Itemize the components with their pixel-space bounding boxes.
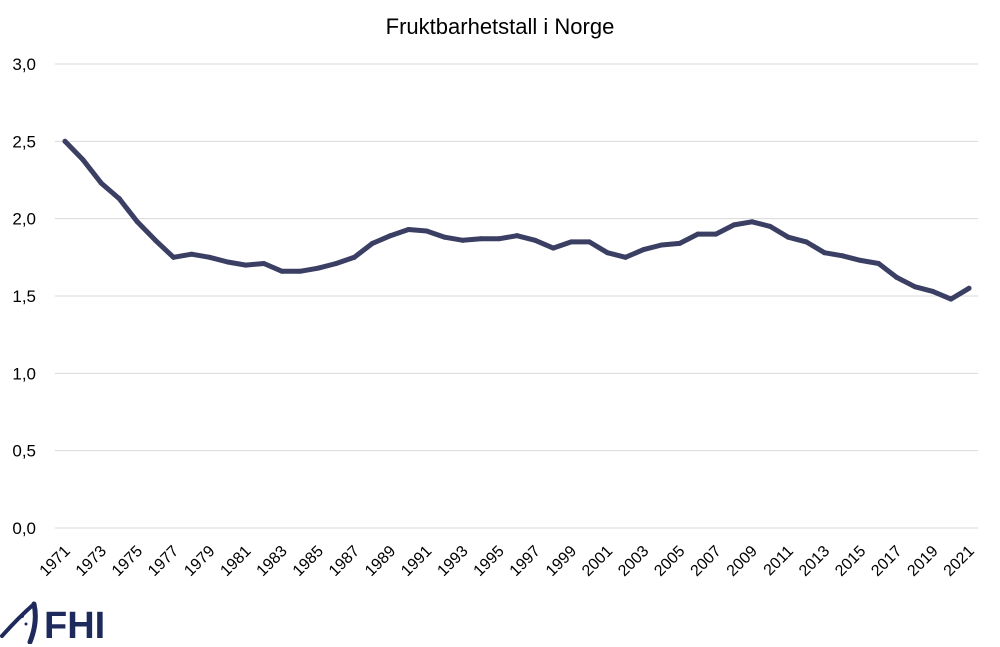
x-tick-label: 1997 — [507, 543, 544, 580]
x-tick-label: 1971 — [37, 543, 74, 580]
fhi-logo-text: FHI — [44, 605, 105, 644]
x-tick-label: 2003 — [615, 543, 652, 580]
x-tick-label: 2001 — [579, 543, 616, 580]
data-point — [279, 268, 285, 274]
data-point — [333, 261, 339, 267]
data-point — [803, 239, 809, 245]
y-tick-label: 0,0 — [12, 519, 36, 538]
data-point — [351, 254, 357, 260]
x-tick-label: 1987 — [326, 543, 363, 580]
x-tick-label: 1975 — [109, 543, 146, 580]
data-point — [821, 250, 827, 256]
data-point — [767, 223, 773, 229]
fhi-logo: FHI — [0, 601, 105, 644]
data-point — [839, 253, 845, 259]
y-tick-label: 1,5 — [12, 287, 36, 306]
data-point — [514, 233, 520, 239]
x-tick-label: 2011 — [761, 543, 797, 579]
chart-title: Fruktbarhetstall i Norge — [386, 14, 615, 39]
data-point — [225, 259, 231, 265]
data-point — [170, 254, 176, 260]
y-tick-label: 2,0 — [12, 210, 36, 229]
data-point — [424, 228, 430, 234]
x-tick-label: 1999 — [543, 543, 580, 580]
fhi-logo-mark-icon — [0, 601, 38, 644]
x-tick-label: 2009 — [724, 543, 761, 580]
x-tick-label: 2005 — [651, 543, 688, 580]
data-point — [189, 251, 195, 257]
data-point — [207, 254, 213, 260]
data-point — [116, 196, 122, 202]
x-tick-label: 1985 — [290, 543, 327, 580]
y-axis-ticks: 0,0 0,5 1,0 1,5 2,0 2,5 3,0 — [12, 55, 36, 538]
x-tick-label: 2017 — [868, 543, 905, 580]
series-group — [62, 138, 972, 302]
data-point — [749, 219, 755, 225]
x-tick-label: 2021 — [941, 543, 978, 580]
data-point — [894, 274, 900, 280]
data-point — [315, 265, 321, 271]
y-tick-label: 0,5 — [12, 442, 36, 461]
data-point — [442, 234, 448, 240]
x-tick-label: 1977 — [145, 543, 182, 580]
data-point — [948, 296, 954, 302]
data-point — [98, 180, 104, 186]
x-axis-ticks: 1971197319751977197919811983198519871989… — [37, 543, 978, 580]
data-point — [152, 237, 158, 243]
data-point — [966, 285, 972, 291]
data-point — [532, 237, 538, 243]
x-tick-label: 1993 — [434, 543, 471, 580]
data-point — [586, 239, 592, 245]
x-tick-label: 1973 — [73, 543, 110, 580]
y-tick-label: 1,0 — [12, 364, 36, 383]
data-point — [568, 239, 574, 245]
x-tick-label: 2015 — [832, 543, 869, 580]
data-point — [478, 236, 484, 242]
data-point — [785, 234, 791, 240]
x-tick-label: 2019 — [904, 543, 941, 580]
x-tick-label: 1981 — [217, 543, 254, 580]
data-point — [713, 231, 719, 237]
data-point — [930, 288, 936, 294]
data-point — [460, 237, 466, 243]
data-point — [641, 247, 647, 253]
data-point — [261, 261, 267, 267]
data-point — [496, 236, 502, 242]
x-tick-label: 1989 — [362, 543, 399, 580]
data-point — [550, 245, 556, 251]
y-tick-label: 3,0 — [12, 55, 36, 74]
data-point — [243, 262, 249, 268]
data-point — [876, 261, 882, 267]
y-tick-label: 2,5 — [12, 132, 36, 151]
data-point — [731, 222, 737, 228]
data-point — [604, 250, 610, 256]
data-point — [406, 226, 412, 232]
data-point — [858, 257, 864, 263]
x-tick-label: 1995 — [471, 543, 508, 580]
x-tick-label: 2007 — [688, 543, 725, 580]
x-tick-label: 1979 — [181, 543, 218, 580]
data-point — [387, 233, 393, 239]
data-point — [622, 254, 628, 260]
data-point — [134, 219, 140, 225]
data-point — [62, 138, 68, 144]
data-point — [80, 157, 86, 163]
data-point — [677, 240, 683, 246]
x-tick-label: 2013 — [796, 543, 833, 580]
data-point — [912, 284, 918, 290]
data-point — [659, 242, 665, 248]
x-tick-label: 1991 — [398, 543, 435, 580]
data-point — [695, 231, 701, 237]
data-point — [369, 240, 375, 246]
gridlines — [55, 63, 978, 529]
data-point — [297, 268, 303, 274]
x-tick-label: 1983 — [254, 543, 291, 580]
series-line — [62, 138, 972, 302]
